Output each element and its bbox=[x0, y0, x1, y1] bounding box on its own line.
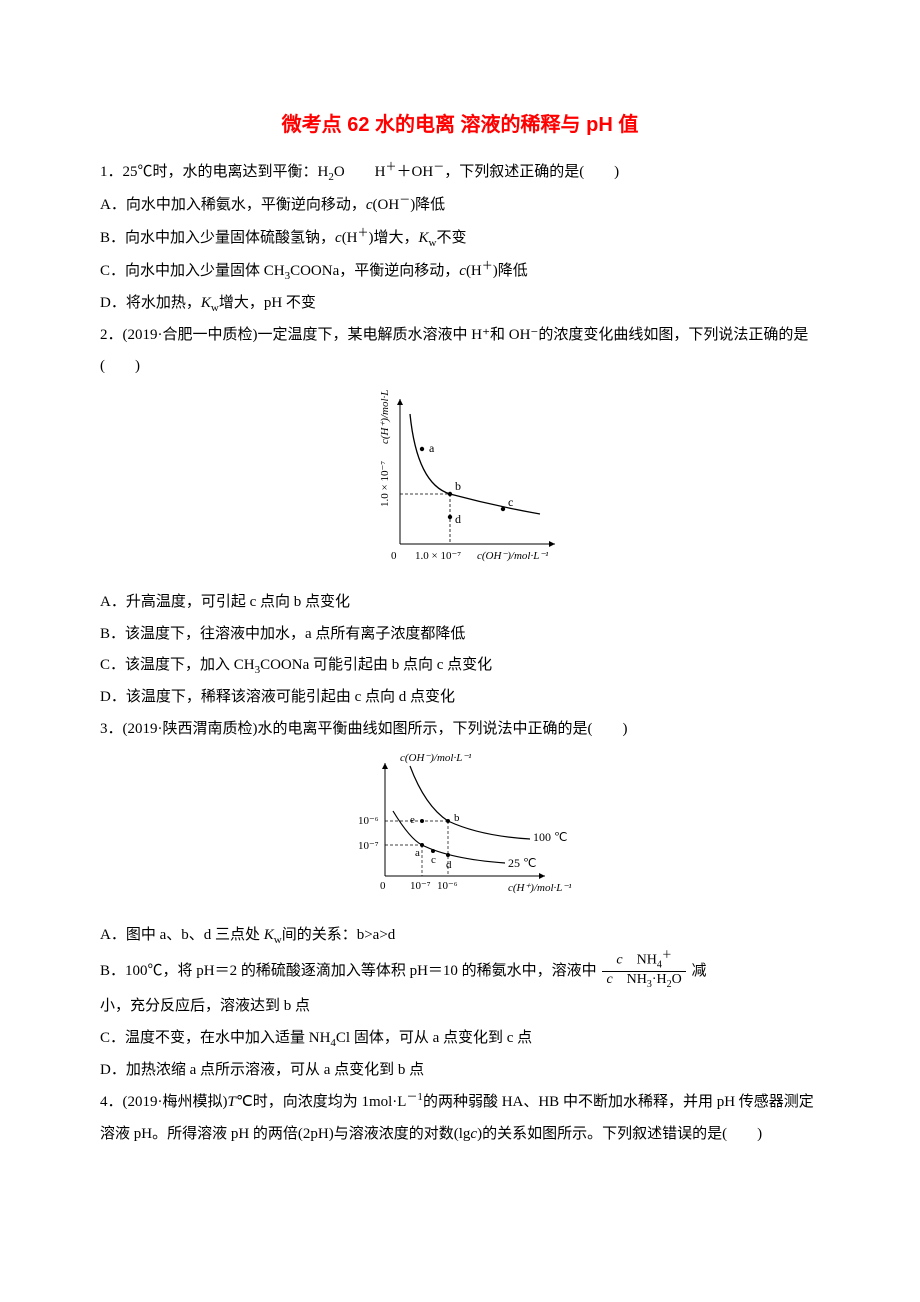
text: 不变 bbox=[436, 230, 466, 246]
ital: K bbox=[419, 230, 429, 246]
text: COONa 可能引起由 b 点向 c 点变化 bbox=[260, 657, 492, 673]
q3-optB-line1: B．100℃，将 pH＝2 的稀硫酸逐滴加入等体积 pH＝10 的稀氨水中，溶液… bbox=[100, 952, 820, 991]
text: 减 bbox=[692, 963, 707, 979]
svg-text:c(H⁺)/mol·L⁻¹: c(H⁺)/mol·L⁻¹ bbox=[508, 882, 572, 894]
svg-text:10⁻⁷: 10⁻⁷ bbox=[358, 840, 379, 852]
q2-optA: A．升高温度，可引起 c 点向 b 点变化 bbox=[100, 587, 820, 619]
text: )降低 bbox=[493, 263, 528, 279]
q3-stem: 3．(2019·陕西渭南质检)水的电离平衡曲线如图所示，下列说法中正确的是( ) bbox=[100, 714, 820, 746]
svg-text:1.0 × 10⁻⁷: 1.0 × 10⁻⁷ bbox=[379, 461, 391, 507]
text: (H bbox=[466, 263, 482, 279]
section-title: 微考点 62 水的电离 溶液的稀释与 pH 值 bbox=[100, 104, 820, 146]
q3-optD: D．加热浓缩 a 点所示溶液，可从 a 点变化到 b 点 bbox=[100, 1055, 820, 1087]
q2-optD: D．该温度下，稀释该溶液可能引起由 c 点向 d 点变化 bbox=[100, 682, 820, 714]
text: (OH bbox=[373, 197, 400, 213]
svg-text:c(OH⁻)/mol·L⁻¹: c(OH⁻)/mol·L⁻¹ bbox=[477, 550, 548, 562]
ital: c bbox=[366, 197, 373, 213]
q3-optB-line2: 小，充分反应后，溶液达到 b 点 bbox=[100, 991, 820, 1023]
svg-text:10⁻⁶: 10⁻⁶ bbox=[358, 815, 379, 827]
ital: K bbox=[264, 927, 274, 943]
svg-text:0: 0 bbox=[391, 550, 397, 562]
text: COONa，平衡逆向移动， bbox=[290, 263, 459, 279]
q2-stem: 2．(2019·合肥一中质检)一定温度下，某电解质水溶液中 H⁺和 OH⁻的浓度… bbox=[100, 320, 820, 383]
sup: －1 bbox=[406, 1091, 423, 1103]
svg-text:c: c bbox=[431, 854, 436, 866]
q3-optC: C．温度不变，在水中加入适量 NH4Cl 固体，可从 a 点变化到 c 点 bbox=[100, 1023, 820, 1055]
q2-optB: B．该温度下，往溶液中加水，a 点所有离子浓度都降低 bbox=[100, 619, 820, 651]
sub: w bbox=[211, 302, 219, 314]
text: 间的关系：b>a>d bbox=[282, 927, 396, 943]
q1-optC: C．向水中加入少量固体 CH3COONa，平衡逆向移动，c(H＋)降低 bbox=[100, 255, 820, 288]
text: )降低 bbox=[410, 197, 445, 213]
svg-text:c(H⁺)/mol·L⁻¹: c(H⁺)/mol·L⁻¹ bbox=[379, 389, 391, 444]
svg-text:1.0 × 10⁻⁷: 1.0 × 10⁻⁷ bbox=[415, 550, 461, 562]
frac-den: c NH3·H2O bbox=[602, 972, 685, 990]
text: C．温度不变，在水中加入适量 NH bbox=[100, 1030, 330, 1046]
svg-text:25 ℃: 25 ℃ bbox=[508, 856, 536, 870]
svg-text:10⁻⁶: 10⁻⁶ bbox=[437, 880, 458, 892]
q3-optA: A．图中 a、b、d 三点处 Kw间的关系：b>a>d bbox=[100, 920, 820, 952]
text: C．该温度下，加入 CH bbox=[100, 657, 255, 673]
text: A．图中 a、b、d 三点处 bbox=[100, 927, 264, 943]
svg-text:b: b bbox=[455, 479, 461, 493]
text: 4．(2019·梅州模拟) bbox=[100, 1094, 228, 1110]
text: 增大，pH 不变 bbox=[219, 295, 316, 311]
sup: ＋ bbox=[358, 227, 369, 239]
q1-optA: A．向水中加入稀氨水，平衡逆向移动，c(OH－)降低 bbox=[100, 189, 820, 222]
text: O H bbox=[334, 164, 386, 180]
text: ℃时，向浓度均为 1mol·L bbox=[236, 1094, 407, 1110]
sup: ＋ bbox=[482, 260, 493, 272]
text: ＋OH bbox=[397, 164, 434, 180]
ital: c bbox=[335, 230, 342, 246]
svg-text:d: d bbox=[446, 859, 452, 871]
ital: K bbox=[201, 295, 211, 311]
q1-stem: 1．25℃时，水的电离达到平衡：H2O H＋＋OH－，下列叙述正确的是( ) bbox=[100, 156, 820, 189]
ital: c bbox=[459, 263, 466, 279]
svg-text:e: e bbox=[410, 814, 415, 826]
svg-text:c(OH⁻)/mol·L⁻¹: c(OH⁻)/mol·L⁻¹ bbox=[400, 752, 471, 764]
svg-text:0: 0 bbox=[380, 880, 386, 892]
sub: w bbox=[274, 934, 282, 946]
page: 微考点 62 水的电离 溶液的稀释与 pH 值 1．25℃时，水的电离达到平衡：… bbox=[0, 0, 920, 1302]
svg-text:a: a bbox=[415, 847, 420, 859]
svg-text:a: a bbox=[429, 441, 435, 455]
frac-num: c NH4＋ bbox=[602, 950, 685, 971]
sup: － bbox=[399, 194, 410, 206]
text: )增大， bbox=[369, 230, 419, 246]
text: 1．25℃时，水的电离达到平衡：H bbox=[100, 164, 328, 180]
svg-text:c: c bbox=[508, 495, 513, 509]
text: C．向水中加入少量固体 CH bbox=[100, 263, 285, 279]
q4-stem: 4．(2019·梅州模拟)T℃时，向浓度均为 1mol·L－1的两种弱酸 HA、… bbox=[100, 1086, 820, 1150]
text: B．向水中加入少量固体硫酸氢钠， bbox=[100, 230, 335, 246]
sup: ＋ bbox=[386, 161, 397, 173]
text: )的关系如图所示。下列叙述错误的是( ) bbox=[477, 1126, 762, 1142]
text: Cl 固体，可从 a 点变化到 c 点 bbox=[336, 1030, 532, 1046]
fraction: c NH4＋ c NH3·H2O bbox=[602, 950, 685, 989]
q2-optC: C．该温度下，加入 CH3COONa 可能引起由 b 点向 c 点变化 bbox=[100, 650, 820, 682]
svg-text:d: d bbox=[455, 512, 461, 526]
q3-chart: a b c d e c(OH⁻)/mol·L⁻¹ c(H⁺)/mol·L⁻¹ 0… bbox=[100, 751, 820, 914]
text: B．100℃，将 pH＝2 的稀硫酸逐滴加入等体积 pH＝10 的稀氨水中，溶液… bbox=[100, 963, 597, 979]
q2-chart: a b c d 0 1.0 × 10⁻⁷ c(OH⁻)/mol·L⁻¹ 1.0 … bbox=[100, 389, 820, 582]
svg-text:b: b bbox=[454, 812, 460, 824]
sup: － bbox=[433, 161, 444, 173]
text: A．向水中加入稀氨水，平衡逆向移动， bbox=[100, 197, 366, 213]
text: (H bbox=[342, 230, 358, 246]
text: D．将水加热， bbox=[100, 295, 201, 311]
q1-optD: D．将水加热，Kw增大，pH 不变 bbox=[100, 288, 820, 320]
text: ，下列叙述正确的是( ) bbox=[444, 164, 619, 180]
ital: T bbox=[228, 1094, 236, 1110]
svg-text:10⁻⁷: 10⁻⁷ bbox=[410, 880, 431, 892]
svg-text:100 ℃: 100 ℃ bbox=[533, 830, 567, 844]
q1-optB: B．向水中加入少量固体硫酸氢钠，c(H＋)增大，Kw不变 bbox=[100, 222, 820, 255]
